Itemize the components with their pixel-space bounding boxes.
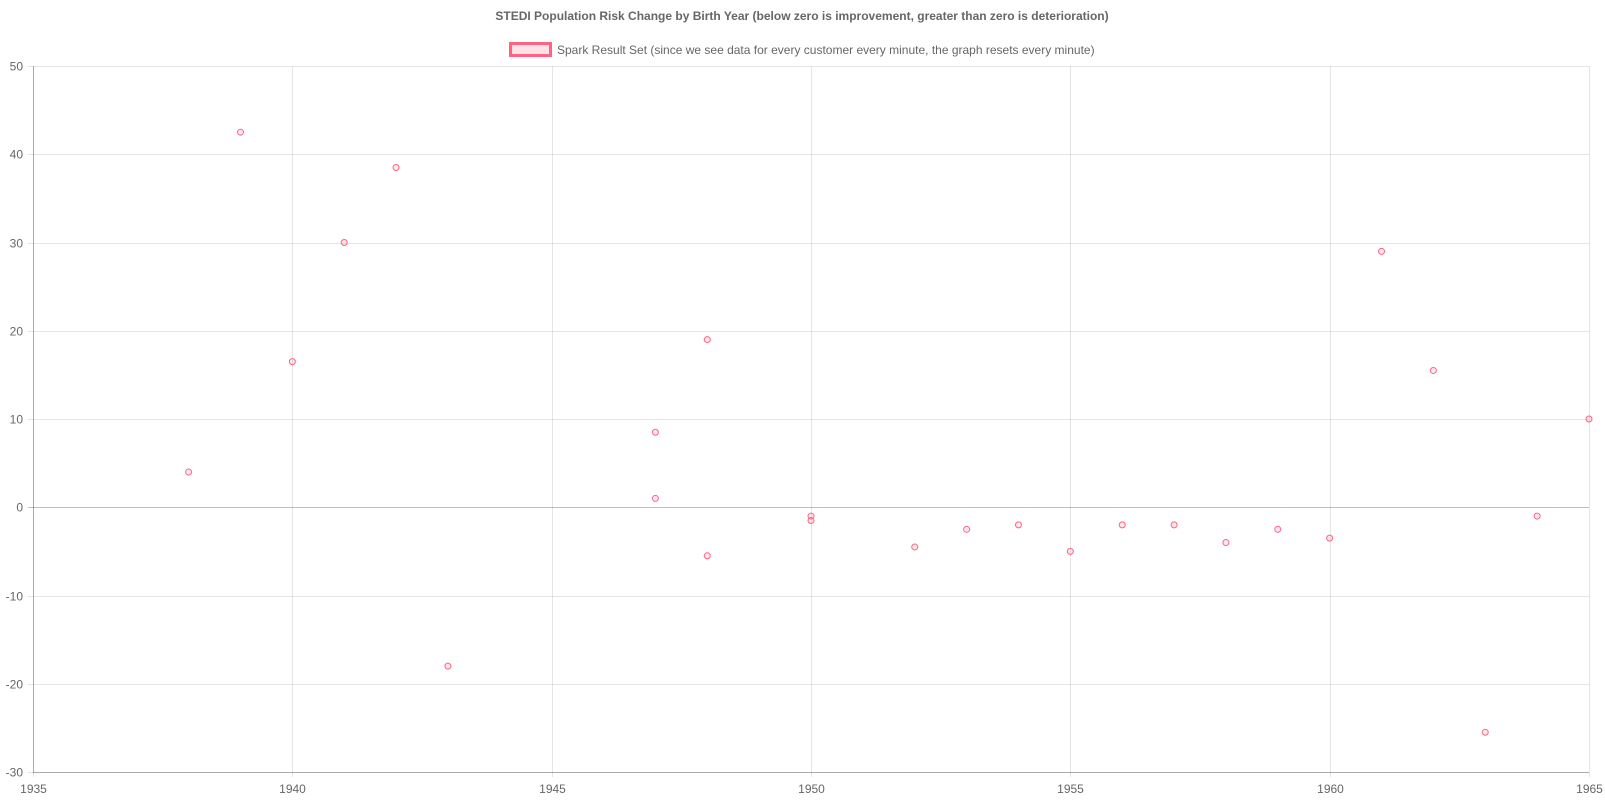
data-point[interactable] [1481,728,1489,736]
data-point[interactable] [236,128,244,136]
data-point[interactable] [963,525,971,533]
data-point[interactable] [340,239,348,246]
x-tick-label: 1960 [1317,782,1344,796]
y-tick-label: 40 [10,148,24,162]
data-point[interactable] [1585,415,1593,423]
chart-title: STEDI Population Risk Change by Birth Ye… [495,9,1108,23]
legend-swatch[interactable] [509,42,552,57]
data-point[interactable] [1118,521,1126,529]
data-point[interactable] [1326,534,1334,542]
data-point[interactable] [185,468,193,476]
data-point[interactable] [1014,521,1022,529]
data-point[interactable] [288,358,296,366]
axes [33,66,1589,773]
y-tick-label: 0 [16,501,23,515]
data-point[interactable] [911,543,919,551]
x-tick-label: 1950 [798,782,825,796]
y-tick-label: -20 [6,678,24,692]
data-point[interactable] [444,662,452,670]
data-point[interactable] [1378,247,1386,255]
data-point[interactable] [807,516,815,524]
data-point[interactable] [703,552,711,560]
y-tick-label: 50 [10,60,24,74]
y-axis-tick-labels: -30 -20 -10 0 10 20 30 40 50 [6,60,24,780]
x-tick-label: 1965 [1576,782,1603,796]
grid [28,66,1590,777]
x-tick-label: 1955 [1057,782,1084,796]
y-tick-label: 30 [10,237,24,251]
data-point[interactable] [1533,512,1541,520]
data-point[interactable] [1066,547,1074,555]
data-points [185,128,1593,736]
data-point[interactable] [651,494,659,502]
y-tick-label: 20 [10,325,24,339]
data-point[interactable] [1274,525,1282,533]
x-tick-label: 1940 [279,782,306,796]
legend[interactable]: Spark Result Set (since we see data for … [509,42,1095,57]
data-point[interactable] [1429,366,1437,374]
x-tick-label: 1945 [539,782,566,796]
data-point[interactable] [392,163,400,171]
y-tick-label: 10 [10,413,24,427]
y-tick-label: -10 [6,590,24,604]
data-point[interactable] [703,336,711,344]
y-tick-label: -30 [6,766,24,780]
data-point[interactable] [1222,539,1230,547]
x-axis-tick-labels: 1935 1940 1945 1950 1955 1960 1965 [20,782,1603,796]
data-point[interactable] [1170,521,1178,529]
data-point[interactable] [651,428,659,436]
legend-label[interactable]: Spark Result Set (since we see data for … [557,43,1095,57]
x-tick-label: 1935 [20,782,47,796]
